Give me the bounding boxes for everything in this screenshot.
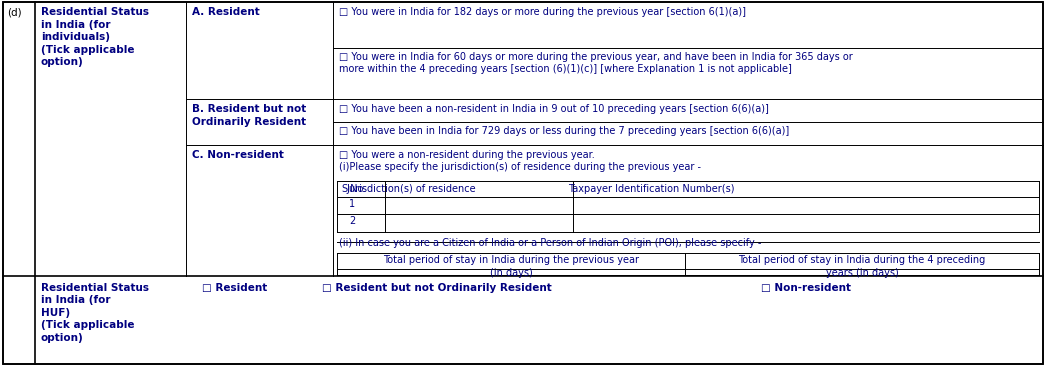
Text: □ You were a non-resident during the previous year.: □ You were a non-resident during the pre… — [339, 150, 595, 160]
Text: Total period of stay in India during the 4 preceding
years (in days): Total period of stay in India during the… — [738, 255, 985, 277]
Text: □ You were in India for 182 days or more during the previous year [section 6(1)(: □ You were in India for 182 days or more… — [339, 7, 746, 17]
Text: 2: 2 — [349, 216, 356, 226]
Text: A. Resident: A. Resident — [192, 7, 260, 17]
Text: □ You were in India for 60 days or more during the previous year, and have been : □ You were in India for 60 days or more … — [339, 52, 852, 74]
Text: (ii) In case you are a Citizen of India or a Person of Indian Origin (POI), plea: (ii) In case you are a Citizen of India … — [339, 238, 761, 248]
Text: Residential Status
in India (for
HUF)
(Tick applicable
option): Residential Status in India (for HUF) (T… — [41, 283, 149, 343]
Text: (d): (d) — [7, 7, 22, 17]
Text: S.No.: S.No. — [341, 184, 366, 194]
Text: B. Resident but not
Ordinarily Resident: B. Resident but not Ordinarily Resident — [192, 104, 306, 127]
Text: Residential Status
in India (for
individuals)
(Tick applicable
option): Residential Status in India (for individ… — [41, 7, 149, 67]
Text: □ Resident: □ Resident — [202, 283, 267, 293]
Text: □ You have been in India for 729 days or less during the 7 preceding years [sect: □ You have been in India for 729 days or… — [339, 126, 789, 136]
Text: □ Non-resident: □ Non-resident — [761, 283, 851, 293]
Text: □ You have been a non-resident in India in 9 out of 10 preceding years [section : □ You have been a non-resident in India … — [339, 104, 769, 114]
Text: (i)Please specify the jurisdiction(s) of residence during the previous year -: (i)Please specify the jurisdiction(s) of… — [339, 162, 701, 172]
Text: Total period of stay in India during the previous year
(in days): Total period of stay in India during the… — [383, 255, 639, 277]
Text: Jurisdiction(s) of residence: Jurisdiction(s) of residence — [346, 184, 476, 194]
Text: Taxpayer Identification Number(s): Taxpayer Identification Number(s) — [568, 184, 735, 194]
Text: 1: 1 — [349, 199, 356, 209]
Text: C. Non-resident: C. Non-resident — [192, 150, 285, 160]
Text: □ Resident but not Ordinarily Resident: □ Resident but not Ordinarily Resident — [322, 283, 552, 293]
